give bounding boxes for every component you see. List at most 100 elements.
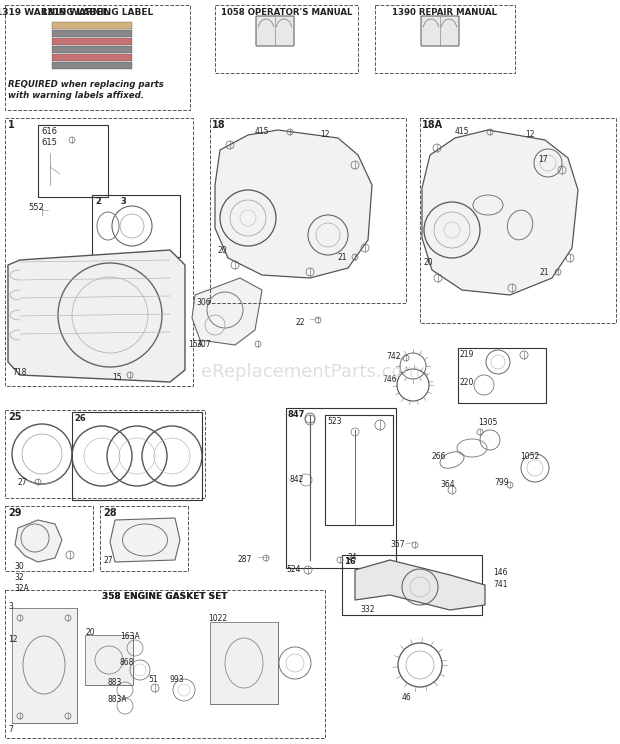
- Text: 524: 524: [286, 565, 301, 574]
- Bar: [325, 415, 393, 525]
- Bar: [5, 590, 325, 738]
- Text: 22: 22: [295, 318, 304, 327]
- Text: 883A: 883A: [108, 695, 128, 704]
- Bar: [72, 412, 202, 500]
- Text: 266: 266: [432, 452, 446, 461]
- Bar: [210, 622, 278, 704]
- Text: 146: 146: [493, 568, 508, 577]
- Text: 18: 18: [212, 120, 226, 130]
- Text: 1022: 1022: [208, 614, 227, 623]
- Polygon shape: [422, 130, 578, 295]
- Text: 1058 OPERATOR'S MANUAL: 1058 OPERATOR'S MANUAL: [221, 8, 352, 17]
- Bar: [210, 118, 406, 303]
- Text: 415: 415: [255, 127, 270, 136]
- Bar: [52, 38, 132, 45]
- Bar: [92, 195, 180, 257]
- Bar: [286, 408, 396, 568]
- Text: 15: 15: [112, 373, 122, 382]
- Text: 3: 3: [8, 602, 13, 611]
- Text: 219: 219: [460, 350, 474, 359]
- Text: 15A: 15A: [188, 340, 203, 349]
- Text: 3: 3: [120, 197, 126, 206]
- Bar: [215, 5, 358, 73]
- Text: 993: 993: [170, 675, 185, 684]
- Text: 51: 51: [148, 675, 157, 684]
- Bar: [85, 635, 133, 685]
- Text: 615: 615: [41, 138, 57, 147]
- Text: 12: 12: [525, 130, 534, 139]
- Text: 26: 26: [74, 414, 86, 423]
- Text: 799: 799: [494, 478, 508, 487]
- Text: 718: 718: [12, 368, 27, 377]
- Polygon shape: [8, 250, 185, 382]
- Text: 307: 307: [196, 340, 211, 349]
- Bar: [52, 62, 132, 69]
- Text: 30: 30: [14, 562, 24, 571]
- Text: 27: 27: [18, 478, 28, 487]
- Text: 364: 364: [440, 480, 454, 489]
- Text: 842: 842: [290, 475, 304, 484]
- Text: 1052: 1052: [520, 452, 539, 461]
- Text: 220: 220: [460, 378, 474, 387]
- Bar: [12, 608, 77, 723]
- Text: 20: 20: [218, 246, 228, 255]
- Polygon shape: [192, 278, 262, 345]
- Text: 24: 24: [348, 553, 358, 562]
- Text: 32: 32: [14, 573, 24, 582]
- Bar: [420, 118, 616, 323]
- Polygon shape: [110, 518, 180, 562]
- Text: 12: 12: [8, 635, 17, 644]
- Bar: [52, 30, 132, 37]
- Bar: [5, 506, 93, 571]
- Text: 20: 20: [85, 628, 95, 637]
- Text: 1319 WARNING LABEL: 1319 WARNING LABEL: [42, 8, 154, 17]
- Text: 29: 29: [8, 508, 22, 518]
- FancyBboxPatch shape: [421, 16, 459, 46]
- Text: 20: 20: [424, 258, 433, 267]
- Text: eReplacementParts.com: eReplacementParts.com: [200, 363, 420, 381]
- Bar: [12, 608, 77, 723]
- Text: 415: 415: [455, 127, 469, 136]
- Bar: [375, 5, 515, 73]
- Bar: [12, 608, 77, 723]
- Bar: [5, 410, 205, 498]
- Bar: [458, 348, 546, 403]
- Text: 1390 REPAIR MANUAL: 1390 REPAIR MANUAL: [392, 8, 497, 17]
- Text: 27: 27: [103, 556, 113, 565]
- Bar: [52, 46, 132, 53]
- Text: 32A: 32A: [14, 584, 29, 593]
- Bar: [52, 22, 132, 29]
- Text: 523: 523: [327, 417, 342, 426]
- Text: 358 ENGINE GASKET SET: 358 ENGINE GASKET SET: [102, 592, 228, 601]
- Text: 17: 17: [538, 155, 547, 164]
- Bar: [38, 125, 108, 197]
- Text: 1319 WARNING LABEL: 1319 WARNING LABEL: [0, 8, 108, 17]
- Text: 357: 357: [390, 540, 405, 549]
- Text: 25: 25: [8, 412, 22, 422]
- Text: with warning labels affixed.: with warning labels affixed.: [8, 91, 144, 100]
- Text: 358 ENGINE GASKET SET: 358 ENGINE GASKET SET: [102, 592, 228, 601]
- FancyBboxPatch shape: [256, 16, 294, 46]
- Bar: [85, 635, 133, 685]
- Text: 18A: 18A: [422, 120, 443, 130]
- Text: 16: 16: [344, 557, 356, 566]
- Bar: [5, 118, 193, 386]
- Text: 2: 2: [95, 197, 101, 206]
- Polygon shape: [215, 130, 372, 278]
- Text: 12: 12: [320, 130, 329, 139]
- Bar: [100, 506, 188, 571]
- Text: 332: 332: [360, 605, 374, 614]
- Text: 163A: 163A: [120, 632, 140, 641]
- Bar: [5, 5, 190, 110]
- Text: 552: 552: [28, 203, 44, 212]
- Polygon shape: [355, 560, 485, 610]
- Text: 742: 742: [386, 352, 401, 361]
- Text: 46: 46: [402, 693, 412, 702]
- Text: 847: 847: [288, 410, 306, 419]
- Text: 7: 7: [8, 725, 13, 734]
- Text: REQUIRED when replacing parts: REQUIRED when replacing parts: [8, 80, 164, 89]
- Text: 21: 21: [337, 253, 347, 262]
- Bar: [210, 622, 278, 704]
- Text: 746: 746: [382, 375, 397, 384]
- Bar: [342, 555, 482, 615]
